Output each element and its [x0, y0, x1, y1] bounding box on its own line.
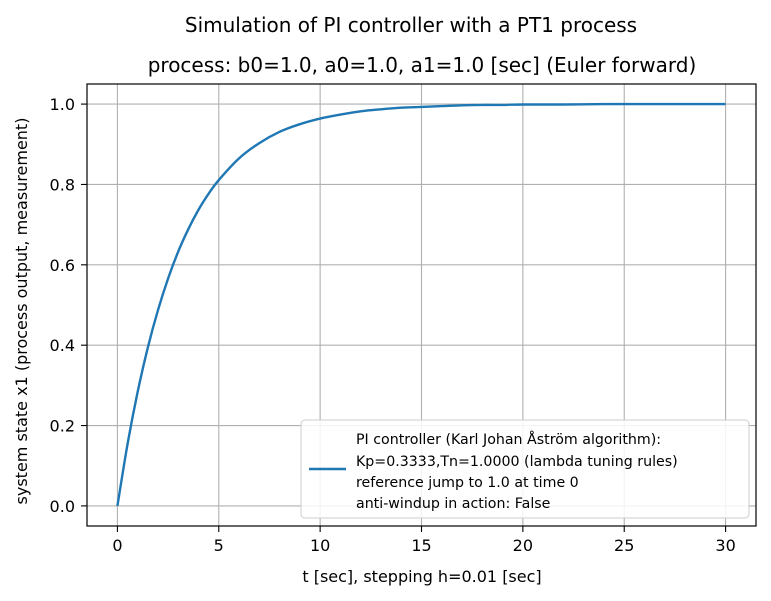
x-tick-label: 20 [513, 536, 533, 555]
ticks: 0 5 10 15 20 25 30 0.0 0.2 0.4 0.6 0.8 1.0 [50, 95, 736, 555]
y-tick-label: 0.4 [50, 336, 75, 355]
x-tick-label: 30 [715, 536, 735, 555]
legend-line-2: Kp=0.3333,Tn=1.0000 (lambda tuning rules… [356, 454, 678, 470]
legend: PI controller (Karl Johan Åström algorit… [300, 419, 750, 519]
chart-subtitle: process: b0=1.0, a0=1.0, a1=1.0 [sec] (E… [148, 53, 697, 77]
x-tick-label: 5 [214, 536, 224, 555]
x-tick-label: 10 [310, 536, 330, 555]
x-axis-label: t [sec], stepping h=0.01 [sec] [302, 567, 541, 586]
y-tick-label: 0.6 [50, 256, 75, 275]
y-tick-label: 0.8 [50, 175, 75, 194]
series-line [116, 102, 726, 507]
grid [87, 84, 756, 526]
x-tick-label: 25 [614, 536, 634, 555]
plot-area [116, 102, 726, 507]
y-axis-label: system state x1 (process output, measure… [12, 118, 31, 505]
legend-line-1: PI controller (Karl Johan Åström algorit… [356, 431, 661, 448]
legend-box [300, 419, 750, 519]
chart-title: Simulation of PI controller with a PT1 p… [185, 13, 637, 37]
x-tick-label: 0 [112, 536, 122, 555]
x-tick-label: 15 [411, 536, 431, 555]
legend-line-3: reference jump to 1.0 at time 0 [356, 475, 579, 491]
legend-line-4: anti-windup in action: False [356, 496, 550, 512]
y-tick-label: 0.0 [50, 497, 75, 516]
y-tick-label: 0.2 [50, 417, 75, 436]
y-tick-label: 1.0 [50, 95, 75, 114]
